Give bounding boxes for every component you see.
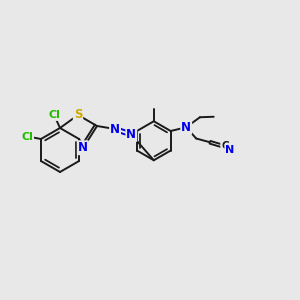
Text: Cl: Cl: [21, 131, 33, 142]
Text: N: N: [225, 145, 235, 155]
Text: N: N: [181, 121, 191, 134]
Text: C: C: [221, 140, 229, 151]
Text: N: N: [78, 141, 88, 154]
Text: N: N: [110, 122, 120, 136]
Text: S: S: [74, 109, 82, 122]
Text: N: N: [126, 128, 136, 141]
Text: Cl: Cl: [49, 110, 60, 120]
